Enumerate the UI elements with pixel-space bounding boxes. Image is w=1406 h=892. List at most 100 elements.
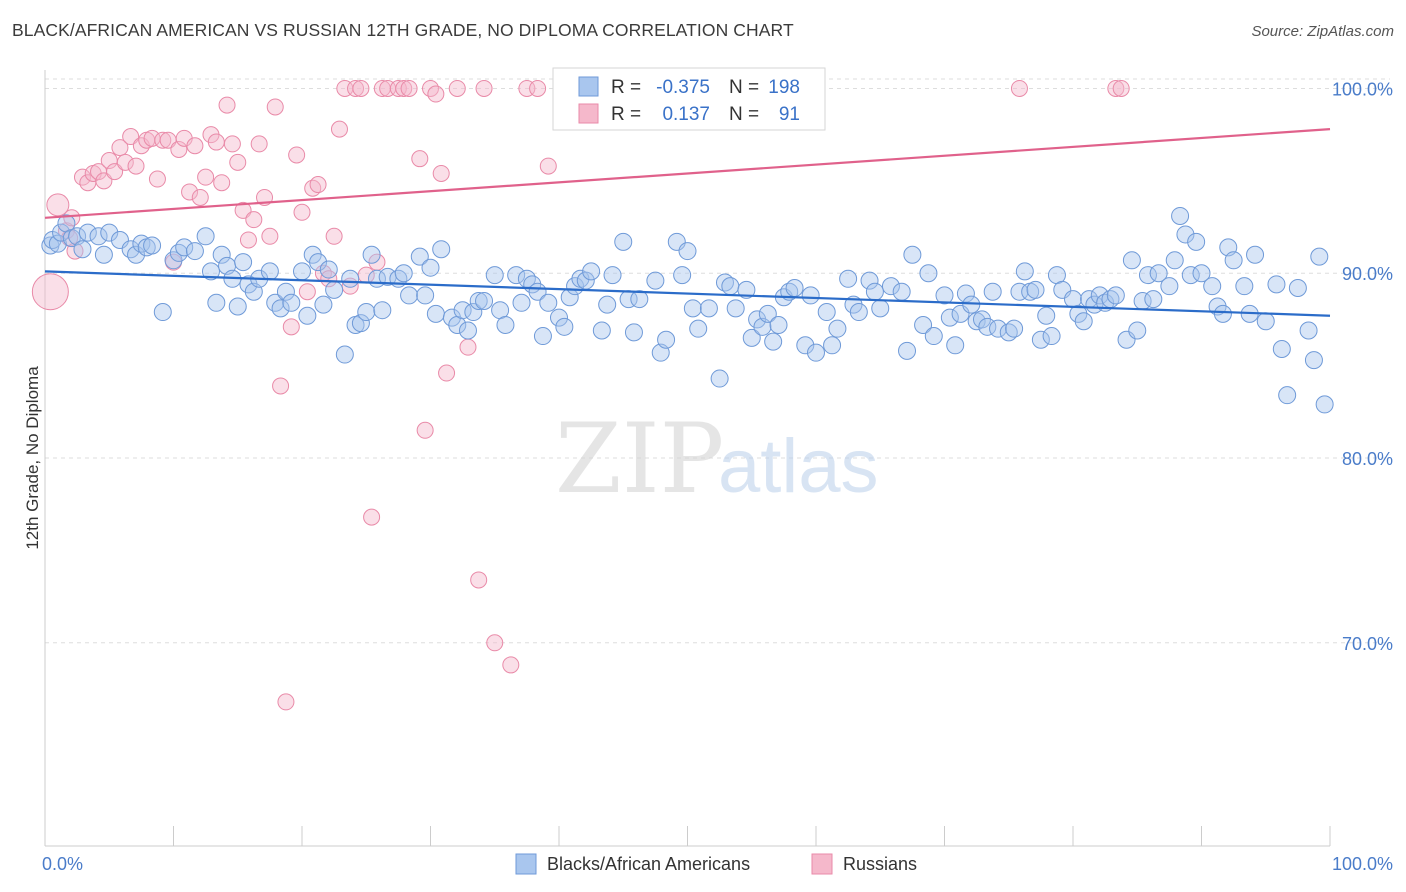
russians-point — [277, 693, 295, 711]
blacks-point — [1015, 262, 1034, 281]
blacks-point — [507, 266, 526, 285]
blacks-point — [1005, 319, 1024, 338]
blacks-point — [421, 258, 440, 277]
blacks-point — [169, 243, 188, 262]
watermark-zip: ZIP — [555, 403, 724, 515]
russians-point — [245, 211, 263, 229]
y-tick-labels: 100.0% 90.0% 80.0% 70.0% — [1332, 79, 1393, 653]
blacks-point — [175, 238, 194, 257]
russians-point — [330, 120, 348, 138]
blacks-point — [432, 240, 451, 259]
bottom-legend-swatch-blue — [515, 853, 537, 875]
legend-r-value-1: -0.375 — [656, 77, 710, 98]
russians-point — [459, 338, 477, 356]
blacks-point — [898, 341, 917, 360]
blacks-point — [400, 286, 419, 305]
blacks-point — [201, 262, 220, 281]
blacks-point — [426, 304, 445, 323]
russians-point — [1112, 79, 1130, 97]
legend-n-label-2: N = — [729, 104, 759, 125]
blacks-point — [94, 245, 113, 264]
blacks-point — [394, 264, 413, 283]
russians-point — [293, 203, 311, 221]
blacks-point — [673, 266, 692, 285]
blacks-point — [475, 291, 494, 310]
blacks-point — [828, 319, 847, 338]
russians-point — [266, 98, 284, 116]
blacks-point — [469, 291, 488, 310]
blacks-point — [73, 240, 92, 259]
blacks-point — [582, 262, 601, 281]
russians-point — [448, 79, 466, 97]
russians-point — [207, 133, 225, 151]
legend: R = -0.375 N = 198 R = 0.137 N = 91 — [552, 67, 826, 131]
blacks-point — [614, 232, 633, 251]
blacks-point — [260, 262, 279, 281]
blacks-point — [1235, 277, 1254, 296]
blacks-point — [1031, 330, 1050, 349]
blacks-point — [121, 240, 140, 259]
russians-point — [229, 153, 247, 171]
blacks-point — [1213, 304, 1232, 323]
blacks-point — [892, 282, 911, 301]
russians-point — [234, 201, 252, 219]
blacks-point — [153, 303, 172, 322]
blacks-point — [1278, 386, 1297, 405]
russians-point — [1010, 79, 1028, 97]
x-tick-labels: 0.0% 100.0% — [42, 854, 1393, 874]
blacks-point — [298, 306, 317, 325]
russians-point — [411, 150, 429, 168]
blacks-point — [1106, 286, 1125, 305]
blacks-point — [956, 284, 975, 303]
blacks-point — [935, 286, 954, 305]
blacks-point — [1149, 264, 1168, 283]
blacks-point — [89, 227, 108, 246]
blacks-point — [1160, 277, 1179, 296]
blacks-point — [1272, 339, 1291, 358]
blacks-point — [512, 293, 531, 312]
y-tick-label-0: 100.0% — [1332, 79, 1393, 99]
watermark-atlas: atlas — [718, 424, 879, 509]
blacks-point — [282, 293, 301, 312]
bottom-legend-label-pink: Russians — [843, 854, 917, 874]
blacks-point — [630, 290, 649, 309]
blacks-point — [764, 332, 783, 351]
blacks-point — [325, 280, 344, 299]
russians-point — [470, 571, 488, 589]
blacks-point — [624, 323, 643, 342]
russians-point — [363, 508, 381, 526]
russians-point — [154, 131, 172, 149]
y-tick-label-2: 80.0% — [1342, 449, 1393, 469]
blacks-point — [309, 253, 328, 272]
legend-n-value-2: 91 — [779, 104, 800, 125]
bottom-legend-swatch-pink — [811, 853, 833, 875]
russians-point — [63, 209, 81, 227]
blacks-point — [924, 327, 943, 346]
blacks-point — [989, 319, 1008, 338]
blacks-point — [1267, 275, 1286, 294]
blacks-point — [373, 301, 392, 320]
russians-point — [191, 188, 209, 206]
blacks-point — [185, 242, 204, 261]
russians-point — [106, 163, 124, 181]
russians-point — [486, 634, 504, 652]
gridlines — [45, 78, 1390, 644]
blacks-trend-line — [44, 270, 1331, 317]
y-tick-label-1: 90.0% — [1342, 264, 1393, 284]
russians-point — [261, 227, 279, 245]
legend-swatch-pink — [578, 103, 599, 124]
russians-point — [170, 140, 188, 158]
watermark: ZIP atlas — [555, 403, 879, 515]
russians-point — [116, 153, 134, 171]
blacks-point — [592, 321, 611, 340]
blacks-point — [940, 308, 959, 327]
y-axis-title: 12th Grade, No Diploma — [23, 366, 42, 550]
russians-point — [111, 139, 129, 157]
russians-trend-line — [44, 128, 1331, 219]
russians-point — [181, 183, 199, 201]
blacks-point — [1026, 280, 1045, 299]
blacks-point — [127, 245, 146, 264]
russians-point — [122, 128, 140, 146]
blacks-point — [903, 245, 922, 264]
